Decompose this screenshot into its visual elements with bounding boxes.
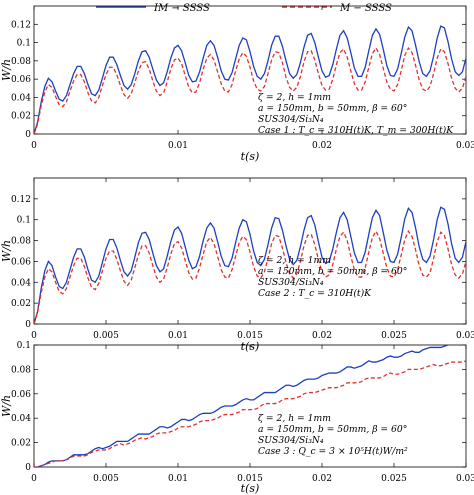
chart-panel-2: 0 0.005 0.01 0.015 0.02 0.025 0.03 0 0.02 0.04 0.0… (0, 177, 474, 353)
x-tick-label: 0.02 (312, 141, 332, 151)
chart-panel-1: 0 0.01 0.02 0.03 0 0.02 0.04 0.06 0.08 0.1 0.12 t(s… (0, 5, 474, 163)
x-tick-label: 0.015 (237, 331, 263, 341)
x-tick-label: 0 (31, 331, 37, 341)
chart-panels: 0 0.01 0.02 0.03 0 0.02 0.04 0.06 0.08 0.1 0.12 t(s… (0, 5, 474, 495)
series-line-m-ssss (34, 360, 466, 467)
y-tick-label: 0.08 (11, 57, 31, 67)
y-tick-label: 0.04 (11, 414, 31, 424)
annotation-line-4: Case 1 : T_c = 310H(t)K, T_m = 300H(t)K (258, 125, 454, 136)
y-tick-label: 0.06 (11, 75, 31, 85)
y-axis-label: W/h (0, 240, 13, 262)
y-tick-label: 0.04 (11, 93, 31, 103)
x-axis-label: t(s) (241, 482, 260, 495)
x-tick-label: 0.01 (168, 474, 188, 484)
y-tick-label: 0 (25, 320, 31, 330)
annotation-line-3: SUS304/Si₃N₄ (258, 277, 324, 288)
annotation-line-3: SUS304/Si₃N₄ (258, 114, 324, 125)
series-line-m-ssss (34, 46, 466, 134)
chart-panel-3: 0 0.005 0.01 0.015 0.02 0.025 0.03 0 0.02 0.04 0.0… (0, 341, 474, 495)
y-tick-label: 0.04 (11, 278, 31, 288)
y-tick-label: 0.06 (11, 390, 31, 400)
plot-frame-1 (33, 5, 467, 135)
x-tick-label: 0.025 (381, 331, 407, 341)
y-tick-label: 0.12 (11, 20, 31, 30)
x-tick-label: 0.03 (456, 331, 474, 341)
x-tick-label: 0 (31, 474, 37, 484)
x-tick-label: 0.01 (168, 331, 188, 341)
annotation-line-2: a = 150mm, b = 50mm, β = 60° (258, 266, 407, 277)
annotation-line-1: ζ = 2, h = 1mm (258, 255, 331, 266)
y-tick-label: 0.02 (11, 439, 31, 449)
y-tick-label: 0.08 (11, 237, 31, 247)
x-tick-label: 0 (31, 141, 37, 151)
x-tick-label: 0.02 (312, 331, 332, 341)
annotation-line-1: ζ = 2, h = 1mm (258, 92, 331, 103)
y-tick-label: 0.06 (11, 257, 31, 267)
series-line-im-ssss (34, 345, 465, 467)
x-tick-label: 0.01 (168, 141, 188, 151)
x-axis-label: t(s) (241, 150, 260, 163)
y-tick-label: 0.1 (17, 216, 31, 226)
annotation-line-4: Case 2 : T_c = 310H(t)K (258, 288, 372, 299)
annotation-line-3: SUS304/Si₃N₄ (258, 435, 324, 446)
series-line-im-ssss (34, 206, 466, 324)
x-tick-label: 0.005 (93, 331, 119, 341)
annotation-line-1: ζ = 2, h = 1mm (258, 413, 331, 424)
series-line-im-ssss (34, 25, 466, 134)
annotation-line-2: a = 150mm, b = 50mm, β = 60° (258, 424, 407, 435)
y-tick-label: 0.12 (11, 195, 31, 205)
y-tick-label: 0.02 (11, 112, 31, 122)
x-tick-label: 0.03 (456, 474, 474, 484)
x-tick-label: 0.005 (93, 474, 119, 484)
y-axis-label: W/h (0, 59, 13, 81)
annotation-line-4: Case 3 : Q_c = 3 × 10⁵H(t)W/m² (258, 446, 408, 457)
y-tick-label: 0.1 (17, 39, 31, 49)
x-tick-label: 0.02 (312, 474, 332, 484)
series-line-m-ssss (34, 229, 466, 324)
y-tick-label: 0.08 (11, 365, 31, 375)
x-tick-label: 0.03 (456, 141, 474, 151)
legend-label-2: M − SSSS (339, 3, 392, 14)
y-axis-label: W/h (0, 395, 13, 417)
y-tick-label: 0 (25, 130, 31, 140)
x-tick-label: 0.015 (237, 474, 263, 484)
y-tick-label: 0 (25, 463, 31, 473)
annotation-line-2: a = 150mm, b = 50mm, β = 60° (258, 103, 407, 114)
x-tick-label: 0.025 (381, 474, 407, 484)
legend-label-1: IM − SSSS (153, 3, 210, 14)
y-tick-label: 0.02 (11, 299, 31, 309)
y-tick-label: 0.1 (17, 341, 31, 351)
legend: IM − SSSS M − SSSS (96, 3, 392, 14)
